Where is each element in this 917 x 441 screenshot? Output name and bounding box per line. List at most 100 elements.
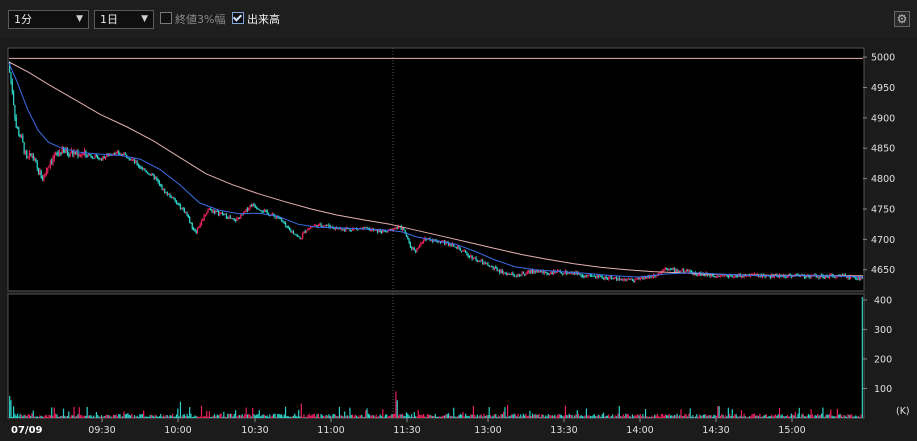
- volume-bar: [55, 413, 57, 418]
- gear-icon[interactable]: ⚙: [894, 11, 910, 27]
- candle-body: [606, 278, 609, 280]
- volume-bar: [192, 416, 195, 418]
- candle-body: [39, 171, 41, 175]
- volume-bar: [336, 416, 338, 418]
- candle-body: [413, 247, 415, 251]
- candle-body: [617, 278, 619, 281]
- candle-body: [89, 154, 91, 156]
- volume-bar: [186, 413, 188, 418]
- volume-bar: [127, 413, 129, 418]
- candle-body: [95, 155, 97, 157]
- volume-bar: [631, 414, 634, 418]
- candle-body: [58, 152, 61, 155]
- volume-bar: [200, 405, 203, 418]
- candle-body: [680, 270, 682, 272]
- volume-bar: [635, 415, 637, 418]
- volume-bar: [606, 415, 609, 418]
- candle-body: [474, 257, 476, 259]
- volume-bar: [772, 416, 774, 418]
- range-select[interactable]: 1日 ▼: [94, 10, 154, 29]
- candle-body: [99, 158, 101, 160]
- candle-body: [576, 272, 578, 275]
- time-tick-label: 10:30: [241, 425, 268, 436]
- volume-bar: [439, 416, 442, 418]
- volume-bar: [279, 414, 281, 418]
- volume-bar: [851, 414, 853, 418]
- volume-checkbox[interactable]: 出来高: [232, 11, 280, 28]
- volume-bar: [585, 408, 588, 418]
- candle-body: [730, 274, 732, 276]
- volume-bar: [433, 416, 435, 418]
- candle-body: [567, 272, 569, 274]
- volume-bar: [453, 407, 455, 418]
- volume-bar: [282, 416, 284, 418]
- volume-bar: [455, 416, 457, 418]
- volume-bar: [563, 415, 565, 418]
- candle-body: [223, 214, 225, 216]
- candle-body: [344, 229, 346, 231]
- volume-bar: [328, 414, 330, 418]
- volume-bar: [650, 416, 652, 418]
- volume-bar: [533, 414, 535, 418]
- volume-bar: [74, 416, 76, 418]
- candle-body: [382, 229, 384, 233]
- candle-body: [572, 273, 574, 275]
- candle-body: [341, 228, 343, 231]
- volume-bar: [246, 414, 249, 418]
- candle-body: [337, 228, 339, 230]
- time-tick-label: 14:30: [702, 425, 729, 436]
- volume-bar: [87, 415, 90, 418]
- volume-bar: [705, 414, 707, 418]
- interval-select[interactable]: 1分 ▼: [8, 10, 89, 29]
- candle-body: [577, 273, 580, 275]
- candle-body: [422, 239, 425, 243]
- volume-bar: [542, 414, 544, 418]
- candle-body: [300, 238, 302, 240]
- volume-bar: [832, 416, 835, 418]
- candle-body: [500, 270, 502, 273]
- candle-body: [286, 226, 288, 228]
- candle-body: [309, 227, 312, 229]
- volume-bar: [698, 414, 701, 418]
- volume-bar: [110, 416, 112, 418]
- candle-body: [379, 229, 381, 232]
- volume-bar: [144, 416, 146, 418]
- volume-bar: [684, 413, 686, 418]
- volume-bar: [274, 413, 276, 418]
- candle-body: [281, 218, 283, 221]
- candle-body: [224, 213, 226, 215]
- candle-body: [831, 274, 833, 276]
- candle-body: [90, 155, 92, 157]
- candle-body: [464, 250, 467, 253]
- candle-body: [621, 279, 623, 281]
- candle-body: [44, 173, 46, 175]
- volume-bar: [503, 411, 505, 418]
- volume-bar: [265, 415, 267, 418]
- volume-bar: [738, 416, 740, 418]
- volume-bar: [37, 417, 40, 419]
- volume-bar: [750, 416, 752, 418]
- volume-bar: [340, 414, 342, 418]
- candle-body: [298, 235, 300, 238]
- candle-body: [531, 270, 534, 273]
- volume-bar: [58, 416, 61, 418]
- close-3pct-checkbox[interactable]: 終値3%幅: [160, 11, 225, 28]
- volume-bar: [680, 409, 682, 418]
- candle-body: [168, 193, 170, 195]
- volume-bar: [351, 414, 354, 418]
- volume-bars: [9, 296, 863, 419]
- volume-bar: [355, 415, 358, 418]
- volume-bar: [642, 414, 644, 418]
- volume-bar: [61, 415, 63, 418]
- candle-body: [229, 216, 231, 219]
- candle-body: [579, 273, 581, 275]
- volume-bar: [531, 413, 534, 418]
- volume-bar: [346, 415, 348, 418]
- volume-bar: [508, 416, 510, 418]
- candle-body: [634, 278, 636, 281]
- volume-bar: [149, 414, 151, 418]
- volume-bar: [446, 414, 448, 418]
- volume-bar: [271, 415, 274, 418]
- volume-bar: [484, 415, 486, 418]
- candle-body: [283, 222, 285, 224]
